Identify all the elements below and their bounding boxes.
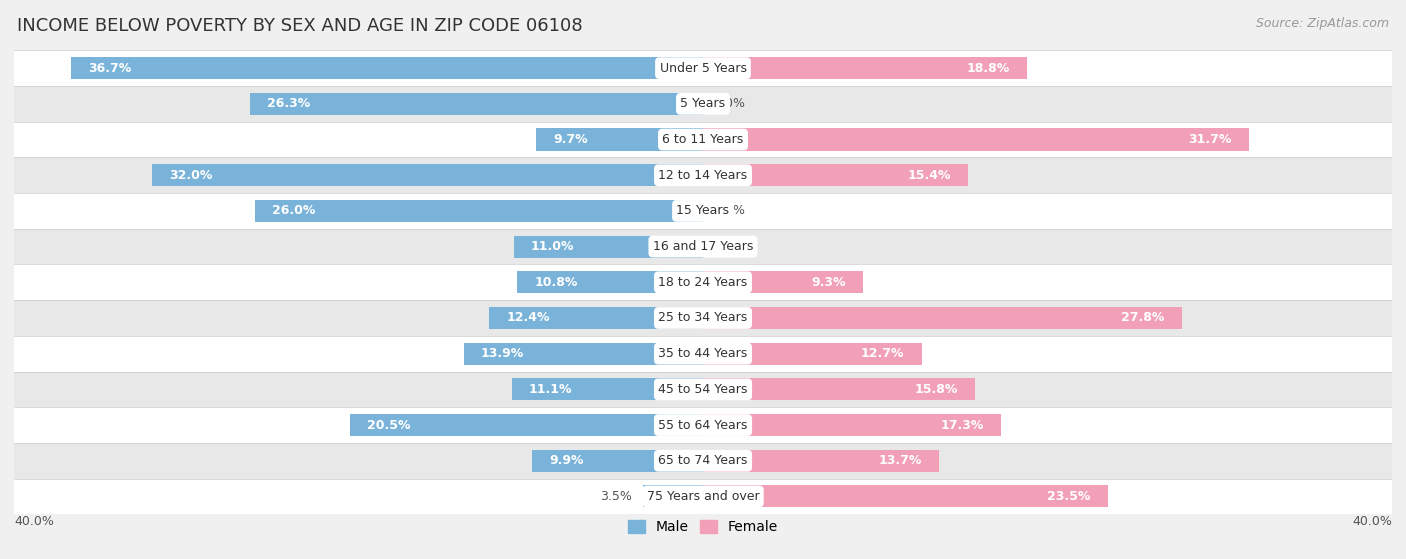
Text: INCOME BELOW POVERTY BY SEX AND AGE IN ZIP CODE 06108: INCOME BELOW POVERTY BY SEX AND AGE IN Z… — [17, 17, 582, 35]
Text: 13.7%: 13.7% — [879, 454, 922, 467]
Text: 20.5%: 20.5% — [367, 419, 411, 432]
Bar — [14, 229, 1392, 264]
Bar — [14, 479, 1392, 514]
Bar — [703, 164, 969, 186]
Bar — [703, 129, 1249, 150]
Bar — [256, 200, 703, 222]
Bar — [536, 129, 703, 150]
Text: 18 to 24 Years: 18 to 24 Years — [658, 276, 748, 289]
Bar — [703, 343, 922, 364]
Bar — [14, 50, 1392, 86]
Text: 11.0%: 11.0% — [531, 240, 574, 253]
Bar — [489, 307, 703, 329]
Bar — [70, 57, 703, 79]
Bar — [703, 414, 1001, 436]
Text: 0.0%: 0.0% — [713, 205, 745, 217]
Text: 23.5%: 23.5% — [1047, 490, 1091, 503]
Bar — [703, 307, 1182, 329]
Text: 12 to 14 Years: 12 to 14 Years — [658, 169, 748, 182]
Bar — [14, 372, 1392, 407]
Text: 16 and 17 Years: 16 and 17 Years — [652, 240, 754, 253]
Bar — [703, 57, 1026, 79]
Bar — [14, 407, 1392, 443]
Text: 26.3%: 26.3% — [267, 97, 311, 110]
Bar — [250, 93, 703, 115]
Bar — [14, 158, 1392, 193]
Bar — [703, 485, 1108, 508]
Text: 9.3%: 9.3% — [811, 276, 846, 289]
Bar — [14, 193, 1392, 229]
Text: 11.1%: 11.1% — [529, 383, 572, 396]
Text: 35 to 44 Years: 35 to 44 Years — [658, 347, 748, 360]
Bar — [350, 414, 703, 436]
Bar — [14, 86, 1392, 122]
Text: 26.0%: 26.0% — [273, 205, 316, 217]
Text: 0.0%: 0.0% — [713, 97, 745, 110]
Bar — [513, 235, 703, 258]
Text: 40.0%: 40.0% — [1353, 515, 1392, 528]
Text: 9.7%: 9.7% — [553, 133, 588, 146]
Text: 15 Years: 15 Years — [676, 205, 730, 217]
Text: 12.7%: 12.7% — [860, 347, 904, 360]
Bar — [464, 343, 703, 364]
Text: 45 to 54 Years: 45 to 54 Years — [658, 383, 748, 396]
Text: 5 Years: 5 Years — [681, 97, 725, 110]
Text: 65 to 74 Years: 65 to 74 Years — [658, 454, 748, 467]
Bar — [14, 336, 1392, 372]
Text: Under 5 Years: Under 5 Years — [659, 61, 747, 75]
Text: 25 to 34 Years: 25 to 34 Years — [658, 311, 748, 324]
Bar — [14, 122, 1392, 158]
Text: 15.8%: 15.8% — [914, 383, 957, 396]
Text: 31.7%: 31.7% — [1188, 133, 1232, 146]
Bar — [703, 378, 976, 400]
Bar — [14, 264, 1392, 300]
Text: 15.4%: 15.4% — [907, 169, 950, 182]
Text: 36.7%: 36.7% — [89, 61, 131, 75]
Text: 10.8%: 10.8% — [534, 276, 578, 289]
Bar — [643, 485, 703, 508]
Text: 32.0%: 32.0% — [169, 169, 212, 182]
Bar — [14, 300, 1392, 336]
Bar — [512, 378, 703, 400]
Text: 3.5%: 3.5% — [600, 490, 633, 503]
Text: Source: ZipAtlas.com: Source: ZipAtlas.com — [1256, 17, 1389, 30]
Text: 75 Years and over: 75 Years and over — [647, 490, 759, 503]
Bar — [517, 271, 703, 293]
Bar — [533, 449, 703, 472]
Text: 9.9%: 9.9% — [550, 454, 585, 467]
Text: 13.9%: 13.9% — [481, 347, 524, 360]
Text: 55 to 64 Years: 55 to 64 Years — [658, 419, 748, 432]
Bar — [703, 449, 939, 472]
Bar — [703, 271, 863, 293]
Text: 27.8%: 27.8% — [1121, 311, 1164, 324]
Text: 40.0%: 40.0% — [14, 515, 53, 528]
Text: 12.4%: 12.4% — [506, 311, 550, 324]
Text: 6 to 11 Years: 6 to 11 Years — [662, 133, 744, 146]
Text: 18.8%: 18.8% — [966, 61, 1010, 75]
Bar — [152, 164, 703, 186]
Text: 17.3%: 17.3% — [941, 419, 984, 432]
Text: 0.0%: 0.0% — [713, 240, 745, 253]
Legend: Male, Female: Male, Female — [623, 515, 783, 540]
Bar — [14, 443, 1392, 479]
